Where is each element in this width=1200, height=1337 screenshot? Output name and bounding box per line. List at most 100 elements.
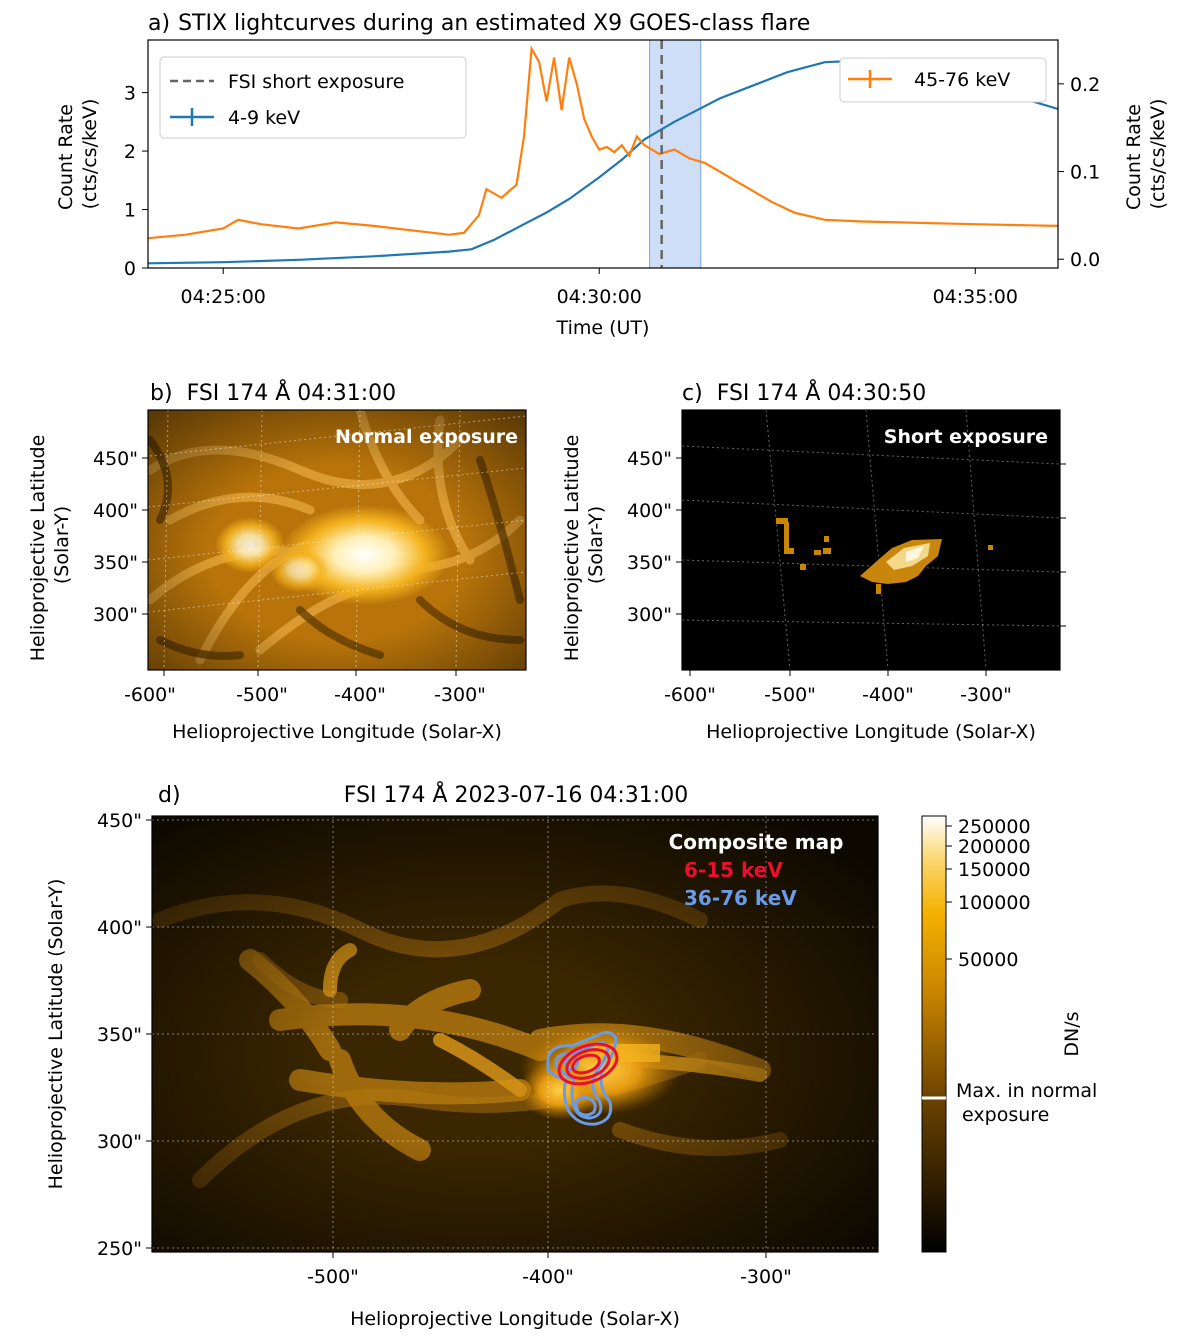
panel-a-xtick-label: 04:30:00 — [557, 286, 642, 308]
legend-low-label: 4-9 keV — [228, 107, 300, 129]
panel-a-right-y-ticks: 0.0 0.1 0.2 — [1058, 74, 1100, 271]
colorbar-tick: 150000 — [958, 859, 1031, 881]
panel-c-ytick: 400" — [627, 500, 672, 522]
panel-a-left-ytick-label: 3 — [124, 83, 136, 105]
panel-b-ylabel: Helioprojective Latitude (Solar-Y) — [27, 429, 73, 662]
nonthermal-band-label: 36-76 keV — [684, 886, 797, 910]
panel-d-y-ticks: 450" 400" 350" 300" 250" — [97, 810, 152, 1260]
panel-a-right-ytick-label: 0.2 — [1070, 74, 1100, 96]
legend-high-label: 45-76 keV — [914, 69, 1010, 91]
panel-a-left-ytick-label: 2 — [124, 141, 136, 163]
panel-d-ylabel: Helioprojective Latitude (Solar-Y) — [45, 879, 67, 1190]
panel-b-y-ticks: 450" 400" 350" 300" — [93, 448, 148, 626]
colorbar-marker-label-line2: exposure — [956, 1104, 1049, 1126]
panel-c-y-ticks: 450" 400" 350" 300" — [627, 448, 1066, 627]
panel-c-letter: c) — [682, 381, 703, 406]
panel-c-xlabel: Helioprojective Longitude (Solar-X) — [706, 721, 1036, 743]
panel-a-title: a) STIX lightcurves during an estimated X… — [148, 11, 810, 36]
composite-map-label: Composite map — [669, 830, 844, 854]
panel-b-ytick: 350" — [93, 552, 138, 574]
panel-a-left-ylabel: Count Rate (cts/cs/keV) — [55, 98, 101, 210]
panel-b-title-text: FSI 174 Å 04:31:00 — [187, 379, 397, 406]
legend-left-box — [159, 56, 467, 139]
panel-d-image: Composite map 6-15 keV 36-76 keV — [152, 816, 878, 1252]
series-45-76kev-line — [148, 45, 1058, 240]
panel-b-ytick: 450" — [93, 448, 138, 470]
panel-c-exposure-label: Short exposure — [884, 426, 1048, 448]
colorbar-tick: 200000 — [958, 836, 1031, 858]
panel-b-x-ticks: -600" -500" -400" -300" — [124, 670, 486, 706]
panel-c-ylabel-line2: (Solar-Y) — [585, 506, 607, 584]
panel-b-frame — [147, 409, 527, 671]
panel-a-xtick-label: 04:25:00 — [181, 286, 266, 308]
panel-d: d) FSI 174 Å 2023-07-16 04:31:00 — [45, 781, 1103, 1330]
panel-b-xtick: -600" — [124, 684, 176, 706]
panel-c-title: c) FSI 174 Å 04:30:50 — [682, 379, 926, 406]
colorbar-ticks: 250000 200000 150000 100000 50000 — [946, 816, 1031, 971]
panel-c-xtick: -400" — [862, 684, 914, 706]
colorbar-marker-label: Max. in normal exposure — [956, 1080, 1103, 1126]
colorbar: 250000 200000 150000 100000 50000 Max. i… — [921, 815, 1103, 1253]
panel-d-ytick: 450" — [97, 810, 142, 832]
panel-c-image: Short exposure — [682, 410, 1060, 670]
panel-d-letter: d) — [158, 783, 181, 808]
panel-c-ylabel-line1: Helioprojective Latitude — [561, 435, 583, 662]
panel-a-left-ytick-label: 1 — [124, 200, 136, 222]
panel-d-xtick: -400" — [522, 1266, 574, 1288]
panel-c-ytick: 450" — [627, 448, 672, 470]
panel-a-x-ticks: 04:25:00 04:30:00 04:35:00 — [181, 268, 1018, 308]
panel-d-xlabel: Helioprojective Longitude (Solar-X) — [350, 1308, 680, 1330]
panel-c-frame — [681, 409, 1061, 671]
panel-a-letter: a) — [148, 11, 170, 36]
panel-b-ytick: 400" — [93, 500, 138, 522]
panel-c-xtick: -600" — [664, 684, 716, 706]
panel-a-xlabel: Time (UT) — [556, 317, 650, 339]
panel-a-legend-left: FSI short exposure 4-9 keV — [159, 56, 467, 139]
panel-b-letter: b) — [150, 381, 173, 406]
legend-fsi-label: FSI short exposure — [228, 71, 404, 93]
panel-b-ylabel-line1: Helioprojective Latitude — [27, 435, 49, 662]
panel-c-ytick: 350" — [627, 552, 672, 574]
panel-d-ytick: 350" — [97, 1024, 142, 1046]
panel-d-ytick: 300" — [97, 1131, 142, 1153]
colorbar-gradient — [921, 815, 947, 1253]
panel-b-title: b) FSI 174 Å 04:31:00 — [150, 379, 396, 406]
panel-b-xlabel: Helioprojective Longitude (Solar-X) — [172, 721, 502, 743]
panel-c-ytick: 300" — [627, 604, 672, 626]
colorbar-tick: 250000 — [958, 816, 1031, 838]
panel-a-title-text: STIX lightcurves during an estimated X9 … — [178, 11, 810, 36]
colorbar-tick: 50000 — [958, 949, 1018, 971]
panel-a-left-ytick-label: 0 — [124, 258, 136, 280]
thermal-band-label: 6-15 keV — [684, 858, 783, 882]
panel-a-right-ytick-label: 0.1 — [1070, 162, 1100, 184]
panel-b-xtick: -400" — [334, 684, 386, 706]
panel-a-right-ylabel-line2: (cts/cs/keV) — [1147, 99, 1169, 210]
panel-c-ylabel: Helioprojective Latitude (Solar-Y) — [561, 429, 607, 662]
colorbar-tick: 100000 — [958, 892, 1031, 914]
panel-a-frame — [147, 39, 1059, 269]
panel-a-legend-right: 45-76 keV — [839, 57, 1047, 103]
panel-a-left-ylabel-line1: Count Rate — [55, 104, 77, 210]
panel-d-ytick: 400" — [97, 917, 142, 939]
colorbar-label: DN/s — [1061, 1011, 1083, 1056]
panel-a: a) STIX lightcurves during an estimated X… — [55, 11, 1169, 339]
panel-c-title-text: FSI 174 Å 04:30:50 — [717, 379, 927, 406]
panel-c-x-ticks: -600" -500" -400" -300" — [664, 670, 1012, 706]
panel-d-xtick: -300" — [740, 1266, 792, 1288]
panel-a-right-ytick-label: 0.0 — [1070, 249, 1100, 271]
panel-a-left-ylabel-line2: (cts/cs/keV) — [79, 99, 101, 210]
colorbar-marker-label-line1: Max. in normal — [956, 1080, 1097, 1102]
panel-a-xtick-label: 04:35:00 — [933, 286, 1018, 308]
panel-b: b) FSI 174 Å 04:31:00 — [27, 379, 527, 743]
panel-a-right-ylabel: Count Rate (cts/cs/keV) — [1123, 98, 1169, 210]
panel-d-title: FSI 174 Å 2023-07-16 04:31:00 — [344, 781, 688, 808]
panel-b-ylabel-line2: (Solar-Y) — [51, 506, 73, 584]
panel-d-xtick: -500" — [307, 1266, 359, 1288]
panel-b-xtick: -300" — [434, 684, 486, 706]
panel-b-xtick: -500" — [236, 684, 288, 706]
panel-a-right-ylabel-line1: Count Rate — [1123, 104, 1145, 210]
panel-b-image: Normal exposure — [148, 410, 526, 670]
panel-c-xtick: -500" — [764, 684, 816, 706]
contours-6-15kev — [557, 1042, 619, 1086]
